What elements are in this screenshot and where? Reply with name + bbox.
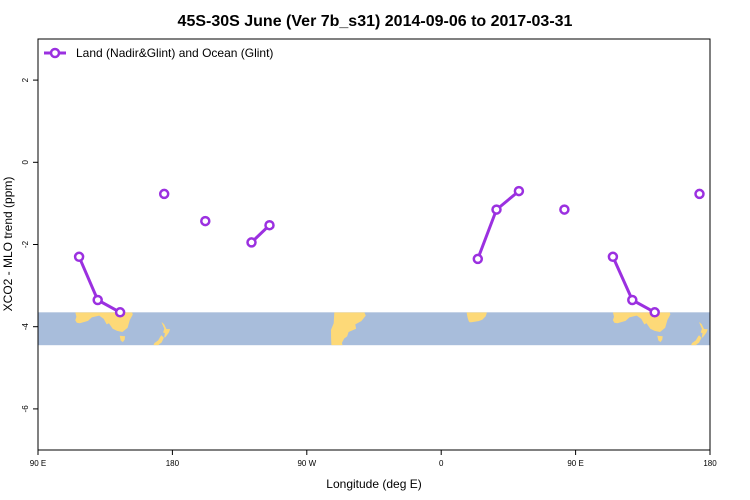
new-zealand-north-land xyxy=(161,322,171,338)
data-point xyxy=(559,204,570,215)
new-zealand-south-land xyxy=(153,335,164,346)
x-tick-label: 180 xyxy=(703,459,717,468)
africa-land xyxy=(466,312,487,323)
data-point xyxy=(246,237,257,248)
data-point xyxy=(607,251,619,263)
data-point xyxy=(694,188,705,200)
tasmania-land-repeat xyxy=(657,335,663,343)
data-point xyxy=(472,253,484,265)
data-point xyxy=(73,251,85,263)
series-line xyxy=(476,189,520,260)
data-point xyxy=(649,307,660,318)
chart-title: 45S-30S June (Ver 7b_s31) 2014-09-06 to … xyxy=(178,13,573,30)
y-tick-label: -4 xyxy=(21,323,30,331)
y-tick-label: -2 xyxy=(21,240,30,248)
data-point xyxy=(158,188,170,200)
data-point xyxy=(92,294,103,306)
data-point xyxy=(114,307,126,318)
y-axis-label: XCO2 - MLO trend (ppm) xyxy=(1,177,15,312)
data-point xyxy=(513,185,525,197)
y-tick-label: -6 xyxy=(21,405,30,413)
data-point xyxy=(627,294,638,306)
y-tick-label: 0 xyxy=(21,160,30,165)
x-tick-label: 180 xyxy=(166,459,180,468)
tick-group: 90 E 180 90 W 0 90 E 180 2 0 -2 -4 -6 xyxy=(21,77,717,468)
y-tick-label: 2 xyxy=(21,77,30,82)
x-axis-label: Longitude (deg E) xyxy=(326,477,421,491)
legend-label: Land (Nadir&Glint) and Ocean (Glint) xyxy=(76,46,273,60)
series-group xyxy=(73,185,705,318)
legend: Land (Nadir&Glint) and Ocean (Glint) xyxy=(44,46,273,60)
tasmania-land xyxy=(119,335,126,343)
new-zealand-north-land-repeat xyxy=(699,322,708,338)
data-point xyxy=(264,219,275,231)
data-point xyxy=(200,215,211,227)
x-tick-label: 0 xyxy=(439,459,444,468)
ocean-band xyxy=(38,312,710,346)
south-america-land xyxy=(331,312,366,346)
plot-frame xyxy=(37,38,711,451)
map-strip xyxy=(38,312,710,346)
legend-marker xyxy=(49,47,61,59)
data-point xyxy=(491,204,502,215)
x-tick-label: 90 E xyxy=(30,459,46,468)
new-zealand-south-land-repeat xyxy=(691,335,702,346)
x-tick-label: 90 E xyxy=(567,459,583,468)
x-tick-label: 90 W xyxy=(297,459,316,468)
